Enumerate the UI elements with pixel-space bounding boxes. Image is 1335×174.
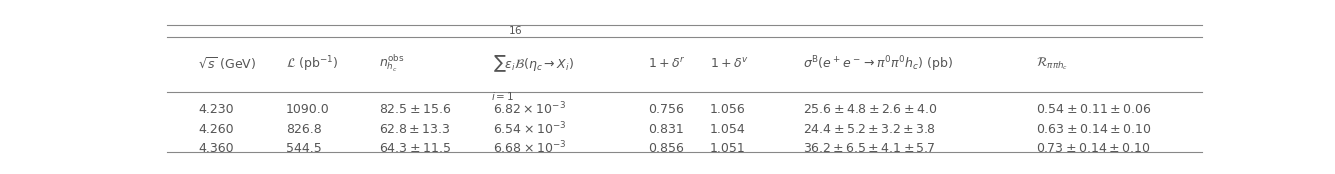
Text: 0.756: 0.756 (647, 103, 684, 116)
Text: $\mathcal{R}_{\pi\pi h_c}$: $\mathcal{R}_{\pi\pi h_c}$ (1036, 56, 1068, 72)
Text: $n_{h_c}^{\mathrm{obs}}$: $n_{h_c}^{\mathrm{obs}}$ (379, 53, 405, 74)
Text: $62.8\pm 13.3$: $62.8\pm 13.3$ (379, 123, 451, 136)
Text: $6.82\times 10^{-3}$: $6.82\times 10^{-3}$ (493, 101, 566, 118)
Text: 0.831: 0.831 (647, 123, 684, 136)
Text: 1.051: 1.051 (710, 142, 746, 155)
Text: $\sqrt{s}$ (GeV): $\sqrt{s}$ (GeV) (198, 55, 256, 72)
Text: $\mathcal{L}$ (pb$^{-1}$): $\mathcal{L}$ (pb$^{-1}$) (286, 54, 338, 74)
Text: 1090.0: 1090.0 (286, 103, 330, 116)
Text: $25.6\pm 4.8\pm 2.6\pm 4.0$: $25.6\pm 4.8\pm 2.6\pm 4.0$ (804, 103, 937, 116)
Text: $1+\delta^v$: $1+\delta^v$ (710, 57, 749, 71)
Text: 4.360: 4.360 (198, 142, 234, 155)
Text: $82.5\pm 15.6$: $82.5\pm 15.6$ (379, 103, 451, 116)
Text: 0.856: 0.856 (647, 142, 684, 155)
Text: $64.3\pm 11.5$: $64.3\pm 11.5$ (379, 142, 451, 155)
Text: 4.230: 4.230 (198, 103, 234, 116)
Text: 1.056: 1.056 (710, 103, 746, 116)
Text: $i{=}1$: $i{=}1$ (491, 90, 515, 102)
Text: $1+\delta^r$: $1+\delta^r$ (647, 57, 686, 71)
Text: $6.68\times 10^{-3}$: $6.68\times 10^{-3}$ (493, 140, 566, 156)
Text: $0.54\pm 0.11\pm 0.06$: $0.54\pm 0.11\pm 0.06$ (1036, 103, 1151, 116)
Text: $0.73\pm 0.14\pm 0.10$: $0.73\pm 0.14\pm 0.10$ (1036, 142, 1151, 155)
Text: 1.054: 1.054 (710, 123, 746, 136)
Text: $6.54\times 10^{-3}$: $6.54\times 10^{-3}$ (493, 121, 566, 138)
Text: 544.5: 544.5 (286, 142, 322, 155)
Text: $\sigma^{\mathrm{B}}(e^+e^- \to \pi^0\pi^0 h_c)$ (pb): $\sigma^{\mathrm{B}}(e^+e^- \to \pi^0\pi… (804, 54, 953, 74)
Text: 826.8: 826.8 (286, 123, 322, 136)
Text: $24.4\pm 5.2\pm 3.2\pm 3.8$: $24.4\pm 5.2\pm 3.2\pm 3.8$ (804, 123, 936, 136)
Text: 4.260: 4.260 (198, 123, 234, 136)
Text: $0.63\pm 0.14\pm 0.10$: $0.63\pm 0.14\pm 0.10$ (1036, 123, 1151, 136)
Text: $16$: $16$ (509, 24, 523, 36)
Text: $36.2\pm 6.5\pm 4.1\pm 5.7$: $36.2\pm 6.5\pm 4.1\pm 5.7$ (804, 142, 936, 155)
Text: $\sum \epsilon_i\mathcal{B}(\eta_c \to X_i)$: $\sum \epsilon_i\mathcal{B}(\eta_c \to X… (493, 53, 574, 74)
